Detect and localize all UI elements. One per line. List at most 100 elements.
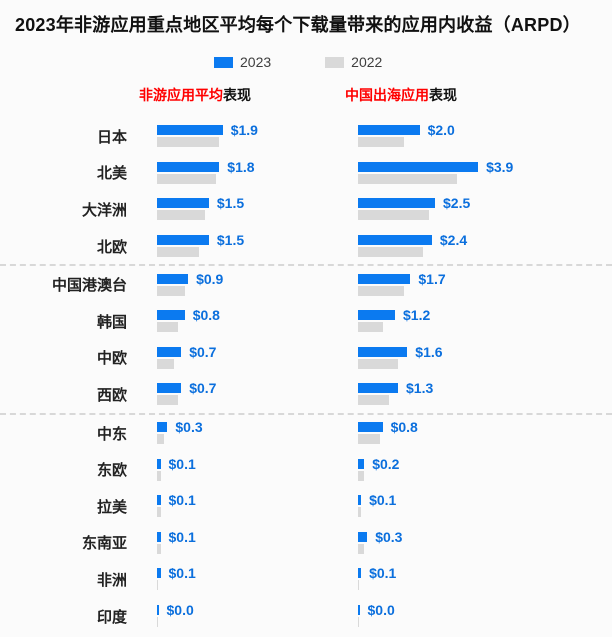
- bar-2022: [358, 322, 383, 333]
- chart-row: 东南亚 $0.1 $0.3: [0, 525, 612, 562]
- bar-2022: [358, 470, 365, 481]
- bar-2023: [358, 273, 411, 284]
- bar-2023: [157, 235, 209, 246]
- bar-pair: [358, 458, 365, 481]
- panel-header-left-rest: 表现: [223, 87, 251, 103]
- region-label: 西欧: [96, 386, 127, 404]
- bars-left-panel: $0.7: [157, 380, 358, 406]
- panel-header-right: 中国出海应用表现: [345, 85, 457, 105]
- bar-pair: [157, 383, 182, 406]
- value-label: $2.0: [427, 122, 455, 139]
- bar-2023: [358, 422, 383, 433]
- chart-row: 韩国 $0.8 $1.2: [0, 303, 612, 340]
- region-label: 日本: [96, 128, 127, 146]
- bar-2023: [157, 383, 182, 394]
- bar-pair: [358, 198, 435, 221]
- chart-row: 东欧 $0.1 $0.2: [0, 451, 612, 488]
- panel-header-right-highlight: 中国出海应用: [345, 87, 429, 103]
- bar-2022: [157, 507, 161, 518]
- bar-pair: [358, 346, 408, 369]
- bars-right-panel: $0.8: [358, 419, 612, 445]
- bar-2023: [157, 422, 168, 433]
- bar-2022: [157, 434, 164, 445]
- chart-row: 拉美 $0.1 $0.1: [0, 488, 612, 525]
- bar-2023: [157, 198, 209, 209]
- bar-2023: [358, 568, 362, 579]
- bars-right-panel: $0.0: [358, 603, 612, 628]
- bar-2023: [157, 310, 185, 321]
- value-label: $1.6: [415, 343, 443, 360]
- value-label: $0.8: [192, 307, 220, 324]
- region-label: 中国港澳台: [51, 277, 127, 295]
- bar-2022: [157, 543, 161, 554]
- panel-header-left-highlight: 非游应用平均: [139, 87, 223, 103]
- value-label: $0.8: [390, 419, 418, 436]
- bars-left-panel: $0.0: [157, 602, 358, 628]
- panel-header-left: 非游应用平均表现: [139, 85, 251, 105]
- bars-right-panel: $2.0: [358, 122, 612, 148]
- value-label: $0.1: [168, 565, 196, 582]
- bars-right-panel: $1.6: [358, 343, 612, 369]
- bar-2022: [358, 543, 365, 554]
- bar-2022: [157, 580, 159, 591]
- value-label: $1.8: [227, 158, 255, 175]
- bar-2023: [157, 125, 223, 136]
- value-label: $0.3: [175, 419, 203, 436]
- bar-2023: [157, 568, 161, 579]
- bar-2022: [157, 247, 199, 258]
- chart-row: 北美 $1.8 $3.9: [0, 155, 612, 192]
- value-label: $0.0: [166, 602, 194, 619]
- bar-2023: [157, 346, 182, 357]
- bar-pair: [157, 495, 161, 518]
- region-label: 东欧: [96, 462, 127, 480]
- bar-2022: [157, 395, 178, 406]
- bar-2022: [157, 285, 185, 296]
- bar-2022: [358, 434, 380, 445]
- legend-2022-label: 2022: [351, 54, 383, 70]
- bars-left-panel: $1.5: [157, 196, 358, 221]
- bar-2022: [358, 247, 423, 258]
- bars-left-panel: $0.1: [157, 493, 358, 518]
- bars-left-panel: $1.8: [157, 158, 358, 184]
- bar-2023: [157, 495, 161, 506]
- chart-row: 北欧 $1.5 $2.4: [0, 228, 612, 265]
- value-label: $0.7: [189, 380, 217, 397]
- bar-2022: [358, 137, 405, 148]
- bar-pair: [157, 235, 209, 258]
- bar-2022: [358, 507, 362, 518]
- bar-pair: [358, 422, 383, 445]
- region-label: 东南亚: [81, 535, 127, 553]
- bar-pair: [358, 568, 362, 591]
- bars-left-panel: $0.9: [157, 272, 358, 296]
- bar-2023: [157, 458, 161, 469]
- region-label: 北欧: [96, 238, 127, 256]
- chart-row: 中欧 $0.7 $1.6: [0, 340, 612, 377]
- chart-row: 中国港澳台 $0.9 $1.7: [0, 266, 612, 303]
- bars-right-panel: $2.4: [358, 233, 612, 258]
- bar-2023: [157, 161, 220, 172]
- region-label: 大洋洲: [81, 201, 127, 219]
- bar-2022: [157, 470, 161, 481]
- bar-pair: [157, 568, 161, 591]
- bars-right-panel: $0.2: [358, 457, 612, 481]
- value-label: $0.3: [375, 528, 403, 545]
- bar-2023: [157, 605, 159, 616]
- bar-pair: [358, 125, 420, 148]
- bar-pair: [358, 531, 368, 554]
- bar-pair: [157, 273, 189, 296]
- group-divider: [0, 264, 612, 267]
- value-label: $0.7: [189, 343, 217, 360]
- bar-2022: [358, 358, 398, 369]
- bars-right-panel: $1.7: [358, 272, 612, 296]
- bar-pair: [358, 383, 398, 406]
- bars-left-panel: $0.8: [157, 307, 358, 333]
- bars-left-panel: $0.7: [157, 343, 358, 369]
- value-label: $3.9: [486, 158, 514, 175]
- bar-2022: [358, 395, 389, 406]
- bar-pair: [358, 235, 432, 258]
- bar-chart: 日本 $1.9 $2.0 北美 $1.8 $3.9 大洋洲 $1.5 $2.5 北欧 $1.5 $2.…: [0, 118, 612, 634]
- chart-container: 2023年非游应用重点地区平均每个下载量带来的应用内收益（ARPD） 2023 …: [0, 11, 612, 637]
- bar-2023: [358, 458, 365, 469]
- bar-2023: [358, 125, 420, 136]
- bar-2022: [358, 210, 429, 221]
